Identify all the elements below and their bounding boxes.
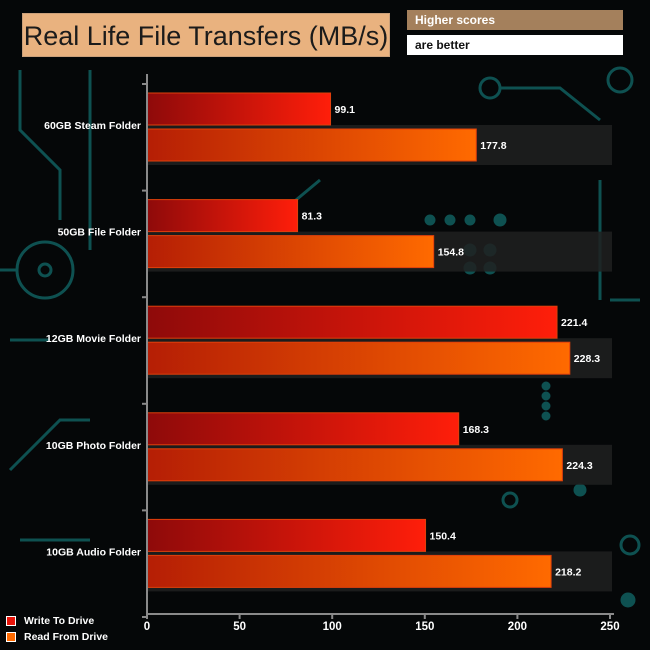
x-tick-label: 200	[508, 621, 527, 633]
read-bar	[146, 341, 571, 375]
read-bar	[146, 128, 477, 162]
category-label: 50GB File Folder	[58, 227, 141, 239]
read-bar	[146, 448, 563, 482]
read-value-label: 228.3	[574, 353, 600, 365]
circuit-dot	[493, 213, 507, 227]
x-tick-label: 250	[600, 621, 619, 633]
chart-title: Real Life File Transfers (MB/s)	[22, 13, 390, 57]
x-tick-label: 150	[415, 621, 434, 633]
write-value-label: 81.3	[302, 211, 323, 223]
write-bar	[146, 305, 558, 339]
x-tick-label: 50	[233, 621, 246, 633]
read-bar	[146, 554, 552, 588]
category-label: 10GB Audio Folder	[46, 546, 141, 558]
write-value-label: 99.1	[335, 104, 356, 116]
legend-swatch-read	[6, 632, 16, 642]
legend-label-write: Write To Drive	[24, 615, 95, 627]
write-bar	[146, 92, 332, 126]
circuit-dot	[541, 391, 551, 401]
read-value-label: 224.3	[566, 460, 592, 472]
write-value-label: 150.4	[430, 530, 456, 542]
circuit-dot	[464, 214, 476, 226]
circuit-dot	[424, 214, 436, 226]
circuit-dot	[541, 381, 551, 391]
read-value-label: 218.2	[555, 566, 581, 578]
write-bar	[146, 412, 460, 446]
circuit-dot	[620, 592, 636, 608]
circuit-trace	[8, 418, 90, 472]
write-value-label: 221.4	[561, 317, 587, 329]
circuit-dot	[573, 483, 587, 497]
legend-item-write: Write To Drive	[6, 614, 108, 628]
bars	[146, 92, 571, 588]
category-label: 60GB Steam Folder	[44, 120, 141, 132]
note-higher-scores: Higher scores	[407, 10, 623, 30]
category-label: 10GB Photo Folder	[46, 440, 141, 452]
read-value-label: 154.8	[438, 247, 464, 259]
circuit-ring	[15, 240, 75, 300]
labels: 99.1 177.8 60GB Steam Folder 81.3 154.8 50GB …	[44, 104, 619, 633]
write-value-label: 168.3	[463, 424, 489, 436]
legend-label-read: Read From Drive	[24, 631, 109, 643]
circuit-dot	[444, 214, 456, 226]
circuit-trace	[500, 86, 601, 122]
circuit-dot	[541, 411, 551, 421]
circuit-ring	[501, 491, 519, 509]
read-value-label: 177.8	[480, 140, 506, 152]
legend-swatch-write	[6, 616, 16, 626]
circuit-ring	[478, 76, 502, 100]
x-tick-label: 0	[144, 621, 150, 633]
x-tick-label: 100	[323, 621, 342, 633]
read-bar	[146, 235, 435, 269]
note-are-better: are better	[407, 35, 623, 55]
circuit-ring	[619, 534, 641, 556]
legend: Write To Drive Read From Drive	[6, 614, 108, 646]
write-bar	[146, 199, 299, 233]
circuit-node	[37, 262, 53, 278]
circuit-dot	[541, 401, 551, 411]
legend-item-read: Read From Drive	[6, 630, 108, 644]
circuit-ring	[606, 66, 634, 94]
circuit-trace	[18, 70, 62, 220]
category-label: 12GB Movie Folder	[46, 333, 141, 345]
axes	[142, 74, 614, 619]
write-bar	[146, 518, 427, 552]
